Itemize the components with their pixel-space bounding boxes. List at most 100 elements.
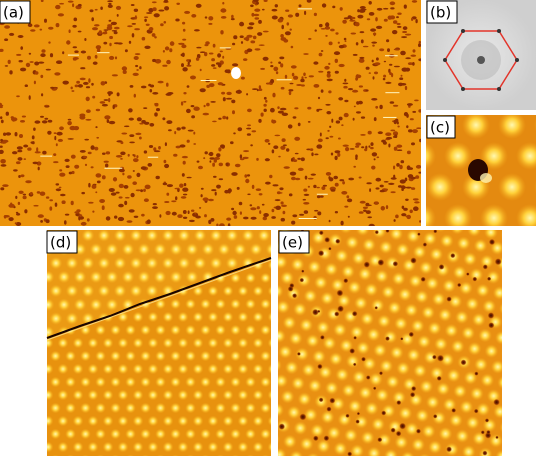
texture [418,43,421,48]
texture [379,48,385,52]
texture [312,308,319,316]
texture [9,32,15,36]
texture [376,156,380,159]
texture [86,218,90,222]
texture [402,30,407,34]
texture [143,107,148,109]
texture [405,198,409,201]
texture [370,146,374,150]
texture [351,16,356,20]
texture [159,214,162,218]
texture [256,157,259,161]
texture [373,117,377,122]
texture [370,142,374,147]
texture [95,45,102,50]
label-text: (d) [50,234,71,252]
texture [303,202,310,205]
texture [108,19,112,22]
texture [408,129,413,133]
texture [226,116,229,120]
texture [396,400,402,406]
texture [24,84,28,87]
texture [222,97,226,102]
texture [487,312,495,319]
panel-label-e: (e) [278,230,310,254]
texture [226,217,232,221]
texture [365,375,371,380]
texture [466,272,470,276]
texture [328,177,334,182]
texture [392,29,398,35]
texture [375,105,379,109]
texture [260,112,264,117]
texture [399,422,406,430]
texture [15,211,19,214]
texture [78,214,83,217]
texture [484,418,490,423]
texture [308,75,314,78]
texture [393,104,399,107]
texture [488,322,495,329]
texture [164,163,170,169]
texture [34,151,41,154]
texture [316,108,323,111]
texture [59,169,63,172]
texture [30,191,33,196]
texture [263,108,267,113]
texture [70,200,74,206]
texture [311,152,314,157]
texture [71,170,75,175]
texture [20,67,27,72]
texture [186,139,190,143]
texture [117,42,123,45]
texture [62,80,69,85]
texture [288,193,293,197]
texture [164,6,170,11]
texture [121,132,128,135]
texture [211,189,217,192]
texture [326,406,332,412]
texture [246,133,251,136]
texture [494,258,502,266]
texture [250,216,257,220]
texture [377,131,383,135]
texture [393,20,398,24]
texture [256,206,260,210]
texture [144,45,151,49]
texture [214,156,221,160]
texture [412,49,416,53]
texture [328,41,333,46]
texture [265,99,268,103]
texture [206,102,210,107]
texture [368,72,371,74]
texture [263,103,267,107]
texture [164,0,168,3]
texture [101,175,106,180]
texture [405,67,411,72]
texture [12,151,18,155]
texture [319,195,324,198]
texture [199,88,206,93]
texture [353,336,357,340]
texture [0,164,7,167]
texture [218,178,224,181]
texture [48,26,54,30]
texture [411,386,417,392]
texture [102,152,106,155]
texture [236,186,240,190]
texture [103,41,108,45]
texture [187,61,190,66]
texture [203,104,206,108]
texture [390,427,396,433]
texture [355,42,359,46]
panel-d-image [46,230,272,456]
texture [124,125,130,128]
texture [85,118,92,121]
texture [217,82,224,86]
texture [34,61,40,66]
texture [45,219,50,224]
texture [45,68,51,71]
texture [297,157,301,160]
texture [281,112,289,117]
